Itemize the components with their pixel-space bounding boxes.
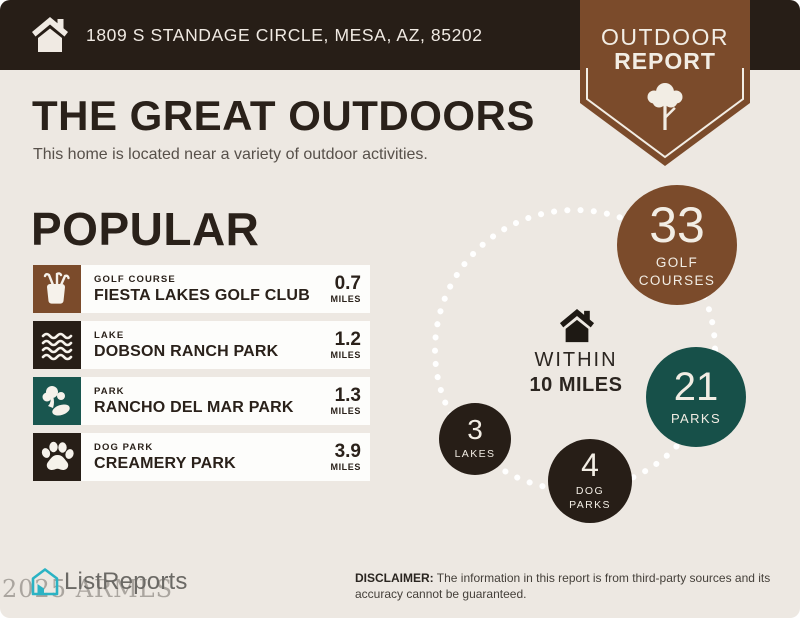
item-name: CREAMERY PARK bbox=[94, 454, 236, 472]
badge-title-line2: REPORT bbox=[614, 48, 716, 74]
stat-bubble-lakes: 3 LAKES bbox=[439, 403, 511, 475]
item-category: GOLF COURSE bbox=[94, 273, 176, 285]
list-item-lake: LAKE DOBSON RANCH PARK 1.2 MILES bbox=[33, 321, 370, 369]
stat-count: 3 bbox=[467, 414, 483, 446]
item-category: LAKE bbox=[94, 329, 125, 341]
trees-icon bbox=[33, 377, 81, 425]
brand-name: ListReports bbox=[64, 568, 188, 595]
item-distance: 0.7 MILES bbox=[330, 273, 361, 304]
stat-bubble-dog-parks: 4 DOG PARKS bbox=[548, 439, 632, 523]
popular-heading: POPULAR bbox=[31, 203, 260, 255]
disclaimer-text: DISCLAIMER: The information in this repo… bbox=[355, 571, 771, 602]
list-item-park: PARK RANCHO DEL MAR PARK 1.3 MILES bbox=[33, 377, 370, 425]
item-distance: 1.2 MILES bbox=[330, 329, 361, 360]
page-subtitle: This home is located near a variety of o… bbox=[33, 146, 428, 163]
item-category: PARK bbox=[94, 385, 125, 397]
golf-bag-icon bbox=[33, 265, 81, 313]
item-name: DOBSON RANCH PARK bbox=[94, 342, 279, 360]
item-category: DOG PARK bbox=[94, 441, 154, 453]
item-distance: 1.3 MILES bbox=[330, 385, 361, 416]
page-title: THE GREAT OUTDOORS bbox=[32, 92, 535, 139]
outdoor-report-badge: OUTDOOR REPORT bbox=[580, 0, 750, 170]
mls-watermark: 2025 ARMLS bbox=[2, 575, 174, 603]
stat-count: 33 bbox=[649, 197, 705, 254]
listreports-house-icon bbox=[31, 568, 59, 596]
property-address: 1809 S STANDAGE CIRCLE, MESA, AZ, 85202 bbox=[86, 24, 483, 45]
stat-bubble-parks: 21 PARKS bbox=[646, 347, 746, 447]
item-distance: 3.9 MILES bbox=[330, 441, 361, 472]
stat-count: 4 bbox=[581, 447, 599, 484]
waves-icon bbox=[33, 321, 81, 369]
tree-icon bbox=[647, 83, 683, 130]
item-name: FIESTA LAKES GOLF CLUB bbox=[94, 286, 310, 304]
paw-icon bbox=[33, 433, 81, 481]
home-icon bbox=[32, 17, 68, 52]
home-icon bbox=[559, 308, 595, 343]
stat-bubble-golf-courses: 33 GOLF COURSES bbox=[617, 185, 737, 305]
list-item-dog-park: DOG PARK CREAMERY PARK 3.9 MILES bbox=[33, 433, 370, 481]
list-item-golf-course: GOLF COURSE FIESTA LAKES GOLF CLUB 0.7 M… bbox=[33, 265, 370, 313]
popular-list: GOLF COURSE FIESTA LAKES GOLF CLUB 0.7 M… bbox=[33, 265, 370, 489]
item-name: RANCHO DEL MAR PARK bbox=[94, 398, 294, 416]
badge-title-line1: OUTDOOR bbox=[600, 24, 730, 50]
within-radius-label: WITHIN 10 MILES bbox=[529, 349, 623, 396]
listreports-logo: ListReports bbox=[30, 567, 188, 597]
stat-count: 21 bbox=[673, 364, 719, 409]
